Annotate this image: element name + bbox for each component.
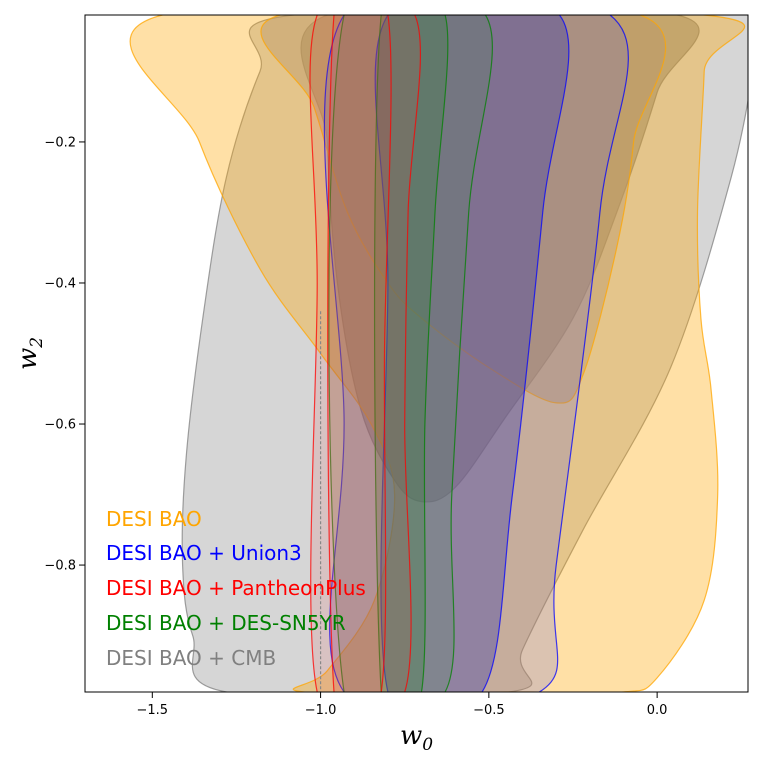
- x-tick-label: −1.0: [305, 703, 337, 718]
- contour-desi-bao-pantheonplus-outer-95: [309, 15, 422, 692]
- y-axis-label: w2: [13, 337, 47, 370]
- legend-entry-union3: DESI BAO + Union3: [106, 541, 302, 565]
- contour-layer: [129, 15, 748, 692]
- legend: DESI BAO DESI BAO + Union3 DESI BAO + Pa…: [106, 507, 366, 670]
- contour-desi-bao-des-sn5yr-inner-68: [373, 15, 449, 692]
- contour-desi-bao-union3-inner-68: [374, 15, 570, 692]
- plot-frame: [84, 14, 749, 693]
- x-axis-label: w0: [400, 721, 433, 755]
- y-axis-ticks: −0.2 −0.4 −0.6 −0.8: [44, 135, 85, 574]
- legend-entry-des-sn5yr: DESI BAO + DES-SN5YR: [106, 611, 346, 635]
- x-axis-ticks: −1.5 −1.0 −0.5 0.0: [137, 692, 668, 718]
- x-tick-label: −0.5: [473, 703, 505, 718]
- contour-desi-bao-cmb-inner-68: [300, 15, 700, 503]
- contour-desi-bao-inner-68: [260, 15, 667, 404]
- x-tick-label: −1.5: [137, 703, 169, 718]
- y-tick-label: −0.2: [44, 135, 76, 150]
- contour-desi-bao-pantheonplus-inner-68: [327, 15, 392, 692]
- legend-entry-cmb: DESI BAO + CMB: [106, 646, 276, 670]
- contour-desi-bao-union3-outer-95: [323, 15, 629, 692]
- y-tick-label: −0.8: [44, 559, 76, 574]
- x-tick-label: 0.0: [647, 703, 668, 718]
- y-tick-label: −0.6: [44, 418, 76, 433]
- legend-entry-pantheonplus: DESI BAO + PantheonPlus: [106, 576, 366, 600]
- y-tick-label: −0.4: [44, 276, 76, 291]
- legend-entry-desi-bao: DESI BAO: [106, 507, 202, 531]
